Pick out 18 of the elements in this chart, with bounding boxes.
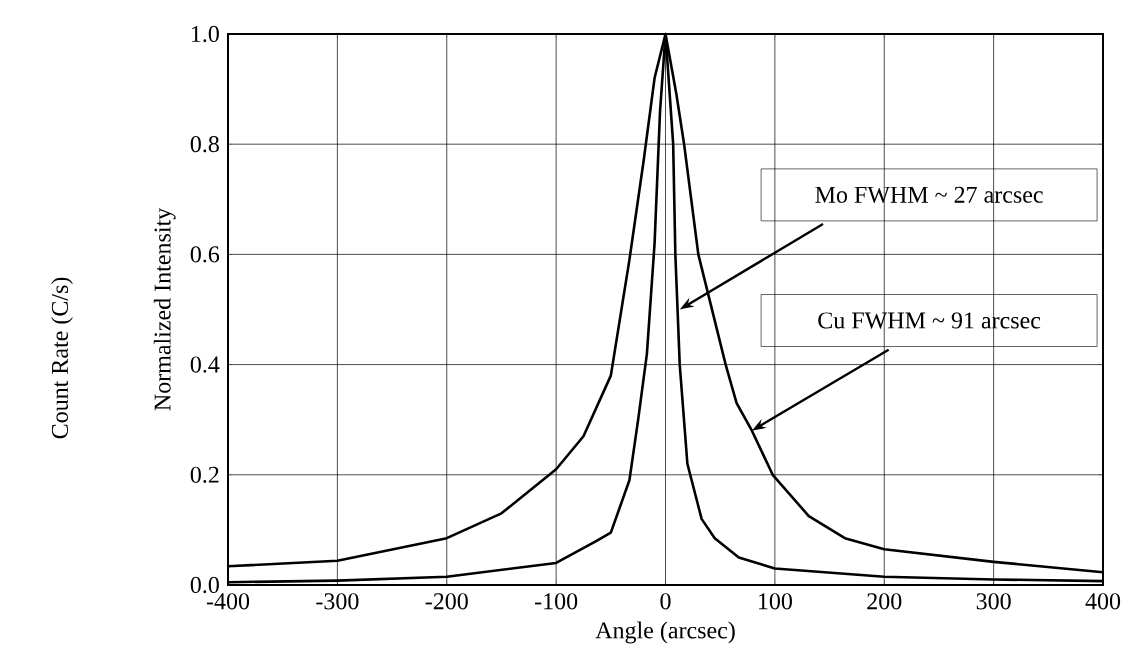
y-tick-label: 0.8 [190,136,219,153]
x-tick-label: -100 [535,593,578,610]
y-tick-label: 0.6 [190,246,220,263]
y-tick-label: 0.0 [190,576,219,594]
x-tick-label: 400 [1085,593,1121,610]
y-axis-title: Normalized Intensity [153,207,176,411]
x-tick-label: 100 [758,593,792,610]
y-tick-label: 1.0 [191,25,219,43]
x-tick-label: 200 [867,593,902,610]
y-tick-label: 0.2 [190,466,219,483]
y-tick-label: 0.4 [190,356,220,373]
x-tick-label: -200 [425,593,468,610]
x-tick-label: 300 [976,593,1011,610]
text: Count Rate (C/s) [51,277,73,439]
x-tick-label: -300 [316,593,359,610]
x-tick-label: -400 [206,593,250,610]
x-tick-label: 0 [660,593,671,610]
x-axis-title: Angle (arcsec) [595,621,735,644]
